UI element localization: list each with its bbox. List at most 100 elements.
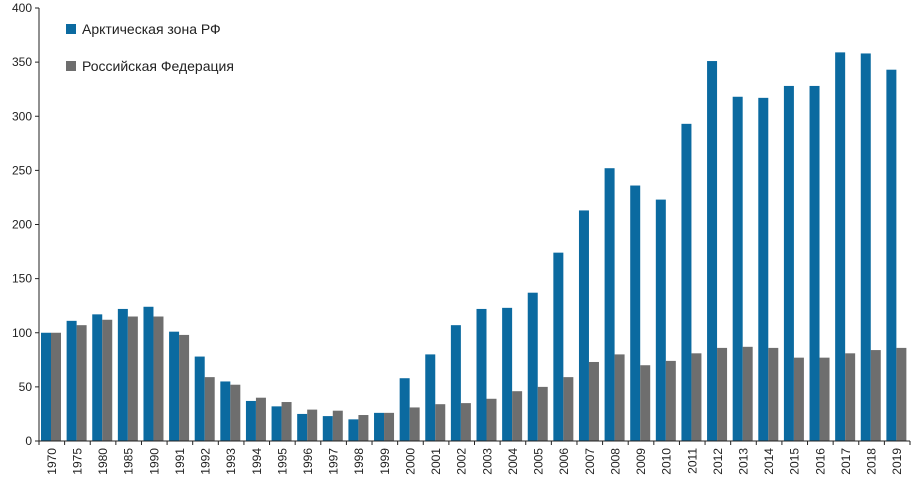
- bar-russia-2017: [845, 353, 856, 441]
- x-tick-label: 2019: [890, 448, 904, 475]
- bar-russia-1991: [179, 334, 190, 441]
- x-tick-label: 2003: [480, 448, 494, 475]
- bar-arctic-2009: [630, 185, 641, 441]
- x-tick-label: 2016: [813, 448, 827, 475]
- bar-russia-1993: [230, 384, 241, 441]
- x-tick-label: 2008: [608, 448, 622, 475]
- bar-arctic-2012: [707, 61, 718, 441]
- bar-russia-1997: [332, 410, 343, 441]
- bar-arctic-2004: [502, 307, 513, 441]
- x-tick-label: 2013: [736, 448, 750, 475]
- bar-arctic-1992: [194, 356, 205, 441]
- bar-arctic-2006: [553, 252, 564, 441]
- bar-arctic-1985: [117, 308, 128, 441]
- bar-russia-2015: [793, 357, 804, 441]
- x-tick-label: 2015: [788, 448, 802, 475]
- legend-label-arctic: Арктическая зона РФ: [82, 21, 221, 37]
- bar-russia-1996: [307, 409, 318, 441]
- y-tick-label: 200: [12, 218, 32, 232]
- x-tick-label: 1993: [224, 448, 238, 475]
- bar-russia-2001: [435, 404, 446, 441]
- y-tick-label: 0: [25, 434, 32, 448]
- x-tick-label: 2017: [839, 448, 853, 475]
- x-tick-label: 1998: [352, 448, 366, 475]
- x-tick-label: 2010: [660, 448, 674, 475]
- x-tick-label: 2007: [583, 448, 597, 475]
- x-tick-label: 1980: [96, 448, 110, 475]
- bar-arctic-2013: [732, 96, 743, 441]
- bar-arctic-2019: [886, 69, 897, 441]
- x-tick-label: 2014: [762, 448, 776, 475]
- bar-russia-1970: [51, 332, 61, 441]
- axes-group: 0 50 100 150 200 250 300 350 400 1970 1975 1980 1985…: [12, 1, 911, 475]
- legend-swatch-arctic: [66, 24, 76, 34]
- bar-russia-1998: [358, 415, 369, 441]
- bar-arctic-1990: [143, 306, 154, 441]
- y-tick-label: 300: [12, 109, 32, 123]
- bar-russia-2011: [691, 353, 702, 441]
- bar-russia-1994: [255, 397, 266, 441]
- bar-arctic-1980: [92, 314, 103, 441]
- y-tick-label: 100: [12, 326, 32, 340]
- x-tick-label: 1999: [378, 448, 392, 475]
- x-tick-label: 1995: [275, 448, 289, 475]
- bar-arctic-1994: [245, 400, 256, 441]
- bar-arctic-1998: [348, 419, 359, 441]
- bar-arctic-2001: [425, 354, 436, 441]
- bar-arctic-2011: [681, 123, 692, 441]
- y-tick-label: 400: [12, 1, 32, 15]
- bars-group: [41, 52, 907, 442]
- bar-arctic-2017: [835, 52, 846, 441]
- bar-arctic-2000: [399, 378, 410, 441]
- bar-arctic-2018: [860, 53, 871, 442]
- bar-russia-2018: [870, 350, 881, 441]
- bar-russia-2014: [768, 347, 779, 441]
- x-tick-label: 1985: [122, 448, 136, 475]
- x-tick-label: 2000: [403, 448, 417, 475]
- x-tick-label: 2005: [532, 448, 546, 475]
- x-tick-label: 2004: [506, 448, 520, 475]
- bar-arctic-2016: [809, 85, 820, 441]
- x-tick-label: 2018: [865, 448, 879, 475]
- bar-russia-2012: [717, 347, 728, 441]
- legend: Арктическая зона РФ Российская Федерация: [66, 21, 234, 74]
- bar-russia-1975: [76, 325, 87, 441]
- bar-arctic-2014: [758, 97, 769, 441]
- bar-arctic-1975: [66, 320, 77, 441]
- bar-russia-2019: [896, 347, 907, 441]
- bar-russia-2002: [460, 403, 471, 441]
- x-tick-label: 2009: [634, 448, 648, 475]
- bar-arctic-2010: [655, 199, 666, 441]
- x-tick-label: 1975: [70, 448, 84, 475]
- x-tick-label: 1997: [327, 448, 341, 475]
- bar-russia-1995: [281, 402, 292, 441]
- bar-russia-1980: [102, 319, 113, 441]
- x-tick-label: 1970: [45, 448, 59, 475]
- bar-russia-2009: [640, 365, 651, 441]
- bar-russia-1992: [204, 377, 215, 441]
- bar-russia-2007: [588, 361, 599, 441]
- bar-arctic-2002: [450, 325, 461, 441]
- bar-russia-2005: [537, 386, 548, 442]
- x-tick-label: 1996: [301, 448, 315, 475]
- x-tick-label: 2002: [455, 448, 469, 475]
- x-tick-label: 1994: [250, 448, 264, 475]
- x-tick-label: 1991: [173, 448, 187, 475]
- x-tick-label: 1992: [199, 448, 213, 475]
- bar-arctic-1999: [374, 412, 385, 441]
- bar-russia-2003: [486, 398, 497, 441]
- bar-russia-2006: [563, 377, 574, 441]
- y-tick-label: 150: [12, 272, 32, 286]
- bar-russia-2000: [409, 407, 420, 441]
- bar-arctic-1970: [41, 332, 51, 441]
- legend-swatch-russia: [66, 61, 76, 71]
- bar-arctic-1991: [169, 331, 180, 441]
- y-tick-label: 250: [12, 163, 32, 177]
- x-tick-label: 2012: [711, 448, 725, 475]
- x-tick-label: 2006: [557, 448, 571, 475]
- x-tick-label: 2001: [429, 448, 443, 475]
- bar-russia-1990: [153, 316, 164, 441]
- y-tick-label: 50: [19, 380, 33, 394]
- bar-russia-2010: [665, 360, 676, 441]
